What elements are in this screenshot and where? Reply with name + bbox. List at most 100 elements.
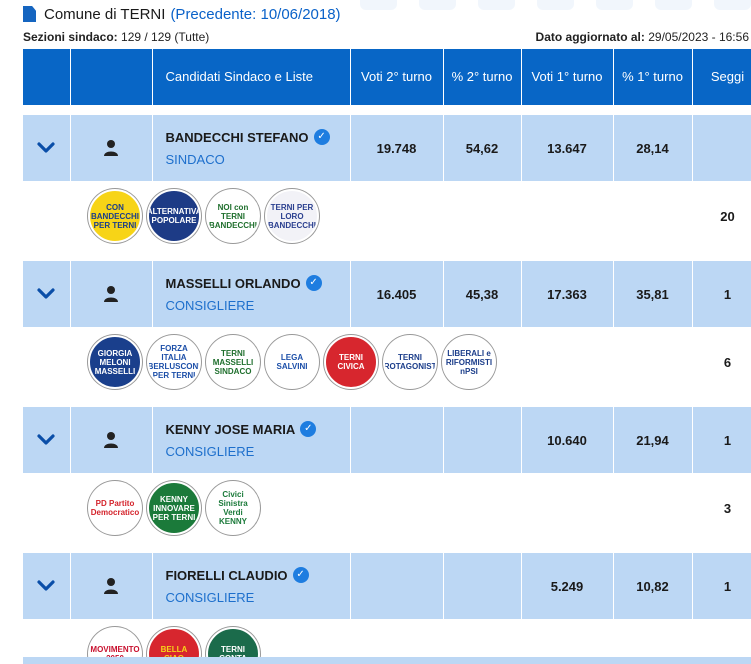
header-pct-2: % 2° turno	[443, 49, 522, 105]
verified-icon: ✓	[305, 275, 322, 291]
list-logo-text: PD Partito Democratico	[90, 499, 140, 517]
list-logos: PD Partito Democratico KENNY INNOVARE PER…	[23, 481, 692, 535]
lists-logos-cell: CON BANDECCHI PER TERNI ALTERNATIVA POPOL…	[23, 181, 692, 251]
terni-masselli-sindaco-logo[interactable]: TERNI MASSELLI SINDACO	[206, 335, 260, 389]
chevron-down-icon[interactable]	[23, 142, 70, 154]
seats-cell: 1	[692, 553, 751, 619]
list-seats-cell: 20	[692, 181, 751, 251]
candidate-name: MASSELLI ORLANDO	[165, 275, 301, 291]
list-logo-text: TERNI MASSELLI SINDACO	[212, 348, 254, 376]
list-seats-cell	[692, 619, 751, 664]
chevron-down-icon[interactable]	[23, 288, 70, 300]
liberali-riformisti-npsi-logo[interactable]: LIBERALI e RIFORMISTI nPSI	[442, 335, 496, 389]
lega-salvini-logo[interactable]: LEGA SALVINI	[265, 335, 319, 389]
kenny-innovare-per-terni-logo[interactable]: KENNY INNOVARE PER TERNI	[147, 481, 201, 535]
alternativa-popolare-logo[interactable]: ALTERNATIVA POPOLARE	[147, 189, 201, 243]
list-logos: MOVIMENTO 2050BELLA CIAOTERNI CONTA	[23, 627, 692, 664]
list-logo-text: GIORGIA MELONI MASSELLI	[94, 348, 136, 376]
terni-civica-logo[interactable]: TERNI CIVICA	[324, 335, 378, 389]
updated-label: Dato aggiornato al:	[535, 30, 645, 44]
list-logo-text: TERNI PROTAGONISTA	[383, 353, 436, 371]
forza-italia-berlusconi-logo[interactable]: FORZA ITALIA BERLUSCONI PER TERNI	[147, 335, 201, 389]
person-icon	[71, 285, 152, 303]
header-decoration	[360, 0, 751, 14]
con-bandecchi-per-terni-logo[interactable]: CON BANDECCHI PER TERNI	[88, 189, 142, 243]
votes-2-cell: 16.405	[350, 261, 444, 327]
candidate-name-line: MASSELLI ORLANDO ✓	[153, 275, 350, 291]
pct-2-cell: 54,62	[443, 115, 522, 181]
candidate-row: BANDECCHI STEFANO ✓ SINDACO 19.748 54,62 13.6…	[23, 115, 751, 181]
candidate-avatar-cell	[70, 407, 153, 473]
list-logo-text: LIBERALI e RIFORMISTI nPSI	[445, 348, 493, 376]
lists-logos-cell: PD Partito Democratico KENNY INNOVARE PER…	[23, 473, 692, 543]
candidate-name: FIORELLI CLAUDIO	[165, 567, 288, 583]
list-logos: GIORGIA MELONI MASSELLI FORZA ITALIA BERL…	[23, 335, 692, 389]
header-votes-2: Voti 2° turno	[350, 49, 444, 105]
verified-icon: ✓	[313, 129, 330, 145]
partito-democratico-logo[interactable]: PD Partito Democratico	[88, 481, 142, 535]
updated-value: 29/05/2023 - 16:56	[648, 30, 749, 44]
seats-cell: 1	[692, 261, 751, 327]
person-icon	[71, 577, 152, 595]
document-icon	[23, 6, 36, 22]
pct-1-cell: 10,82	[613, 553, 693, 619]
votes-1-cell: 10.640	[521, 407, 614, 473]
votes-1-cell: 13.647	[521, 115, 614, 181]
page-title: Comune di TERNI (Precedente: 10/06/2018)	[23, 4, 341, 24]
terni-per-loro-logo[interactable]: TERNI PER LORO BANDECCHI	[265, 189, 319, 243]
giorgia-meloni-masselli-logo[interactable]: GIORGIA MELONI MASSELLI	[88, 335, 142, 389]
list-logo-text: LEGA SALVINI	[276, 353, 308, 371]
comune-title: Comune di TERNI	[44, 5, 166, 23]
lists-logos-cell: GIORGIA MELONI MASSELLI FORZA ITALIA BERL…	[23, 327, 692, 397]
candidate-avatar-cell	[70, 115, 153, 181]
list-logo-text: Civici Sinistra Verdi KENNY	[218, 490, 248, 526]
votes-1-cell: 5.249	[521, 553, 614, 619]
candidate-row: KENNY JOSE MARIA ✓ CONSIGLIERE 10.640 21,94 1	[23, 407, 751, 473]
candidate-cell: FIORELLI CLAUDIO ✓ CONSIGLIERE	[152, 553, 351, 619]
header-seats: Seggi	[692, 49, 751, 105]
noi-con-terni-logo[interactable]: NOI con TERNI BANDECCHI	[206, 189, 260, 243]
seats-cell	[692, 115, 751, 181]
pct-1-cell: 28,14	[613, 115, 693, 181]
verified-icon: ✓	[292, 567, 309, 583]
results-table: Candidati Sindaco e Liste Voti 2° turno …	[23, 49, 751, 664]
pct-2-cell: 45,38	[443, 261, 522, 327]
list-logos: CON BANDECCHI PER TERNI ALTERNATIVA POPOL…	[23, 189, 692, 243]
pct-1-cell: 35,81	[613, 261, 693, 327]
expand-toggle[interactable]	[23, 261, 71, 327]
sections-value: 129 / 129 (Tutte)	[121, 30, 210, 44]
expand-toggle[interactable]	[23, 553, 71, 619]
expand-toggle[interactable]	[23, 115, 71, 181]
pct-2-cell	[443, 407, 522, 473]
list-logo-text: ALTERNATIVA POPOLARE	[147, 207, 201, 225]
candidate-name: KENNY JOSE MARIA	[165, 421, 296, 437]
previous-election-link[interactable]: (Precedente: 10/06/2018)	[170, 5, 341, 23]
chevron-down-icon[interactable]	[23, 580, 70, 592]
candidate-avatar-cell	[70, 553, 153, 619]
list-logo-text: KENNY INNOVARE PER TERNI	[152, 494, 196, 522]
candidate-avatar-cell	[70, 261, 153, 327]
candidate-row: MASSELLI ORLANDO ✓ CONSIGLIERE 16.405 45,38 1…	[23, 261, 751, 327]
expand-toggle[interactable]	[23, 407, 71, 473]
person-icon	[71, 431, 152, 449]
candidate-cell: MASSELLI ORLANDO ✓ CONSIGLIERE	[152, 261, 351, 327]
votes-2-cell: 19.748	[350, 115, 444, 181]
chevron-down-icon[interactable]	[23, 434, 70, 446]
header-votes-1: Voti 1° turno	[521, 49, 614, 105]
lists-row: CON BANDECCHI PER TERNI ALTERNATIVA POPOL…	[23, 181, 751, 251]
list-logo-text: TERNI CIVICA	[337, 353, 365, 371]
header-expand	[23, 49, 71, 105]
table-header-row: Candidati Sindaco e Liste Voti 2° turno …	[23, 49, 751, 105]
civici-sinistra-verdi-kenny-logo[interactable]: Civici Sinistra Verdi KENNY	[206, 481, 260, 535]
candidate-name: BANDECCHI STEFANO	[165, 129, 309, 145]
terni-protagonista-logo[interactable]: TERNI PROTAGONISTA	[383, 335, 437, 389]
updated-info: Dato aggiornato al: 29/05/2023 - 16:56	[536, 30, 749, 44]
pct-2-cell	[443, 553, 522, 619]
candidate-name-line: BANDECCHI STEFANO ✓	[153, 129, 350, 145]
lists-row: GIORGIA MELONI MASSELLI FORZA ITALIA BERL…	[23, 327, 751, 397]
list-seats-cell: 3	[692, 473, 751, 543]
seats-cell: 1	[692, 407, 751, 473]
list-logo-text: NOI con TERNI BANDECCHI	[209, 202, 257, 230]
lists-logos-cell: MOVIMENTO 2050BELLA CIAOTERNI CONTA	[23, 619, 692, 664]
